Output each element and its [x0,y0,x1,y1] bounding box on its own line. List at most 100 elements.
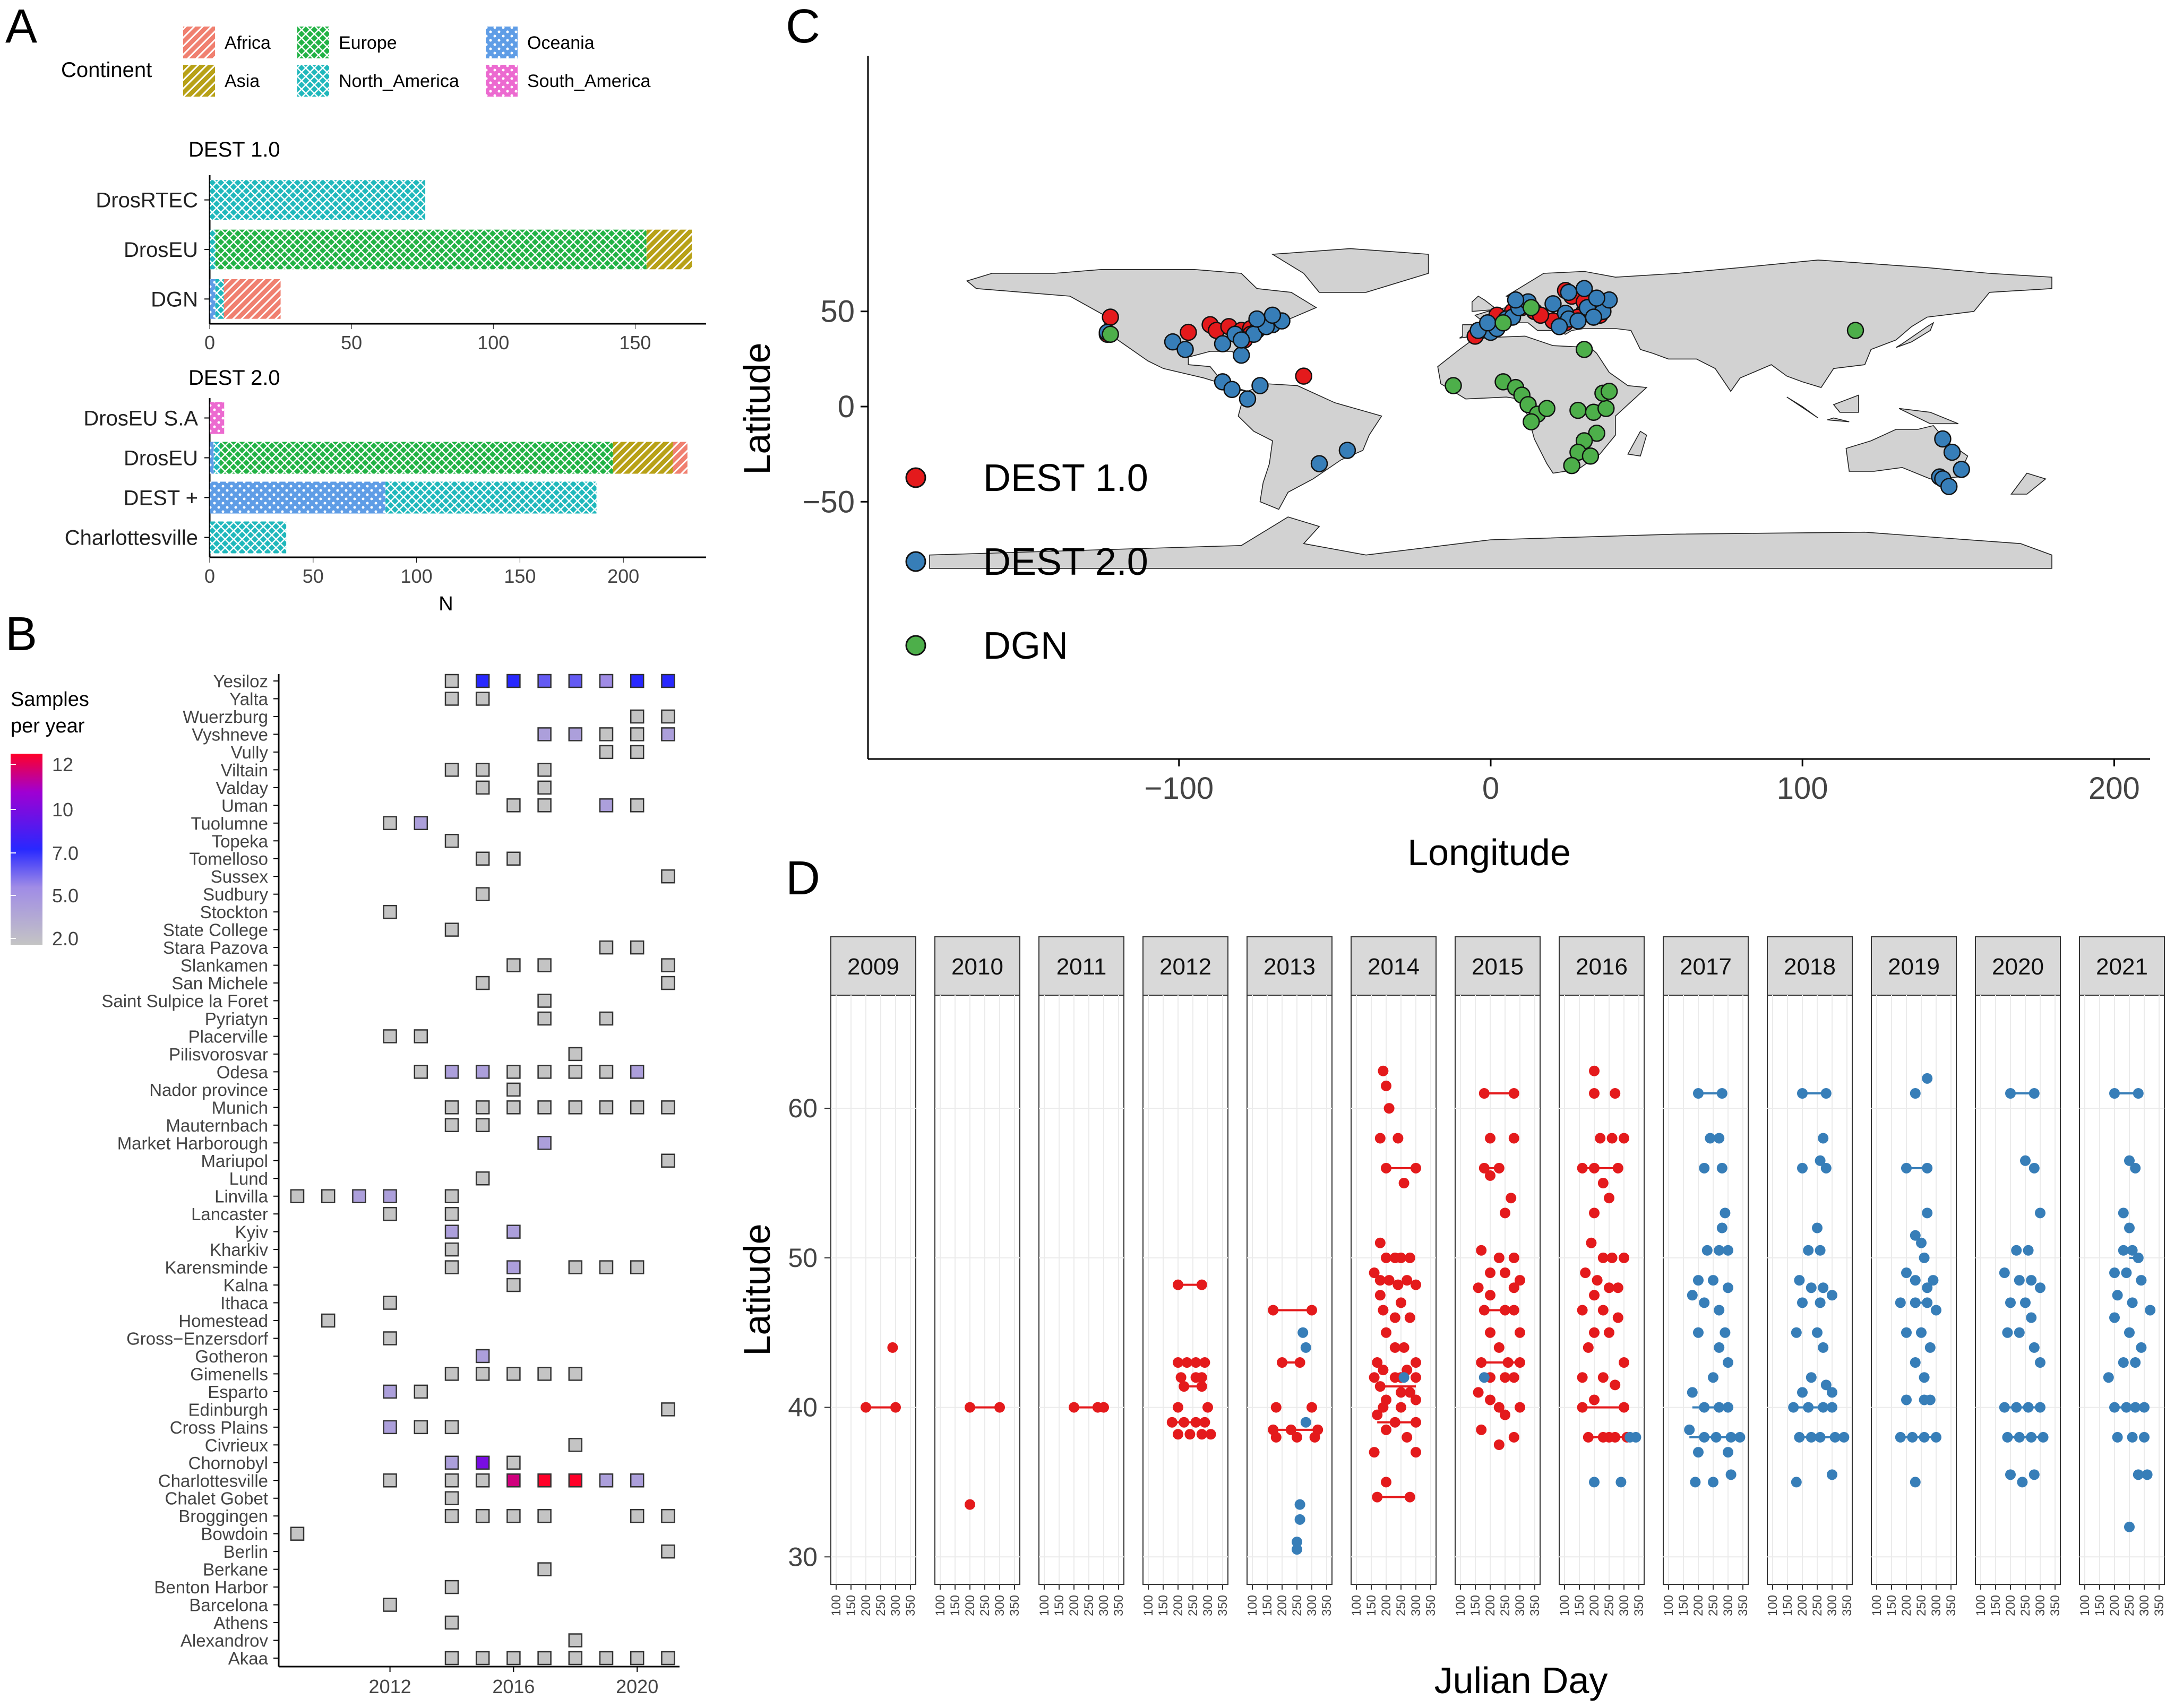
facet-point [1708,1372,1718,1383]
heat-cell [444,692,459,706]
facet-point [2112,1431,2123,1443]
heat-x-tick-label: 2012 [369,1676,411,1697]
facet-point [1493,1252,1505,1263]
facet-point [965,1499,975,1510]
map-point-dest-2-0 [1940,478,1958,495]
facet-x-tick-label: 150 [1781,1595,1795,1616]
facet-point [1794,1275,1805,1286]
heat-row-label: Benton Harbor [154,1577,268,1597]
facet-x-tick-label: 350 [1736,1595,1750,1616]
facet-point [1396,1297,1406,1308]
facet-x-tick-label: 350 [1320,1595,1334,1616]
facet-point [1716,1162,1727,1174]
facet-point [1797,1162,1808,1174]
facet-point [2121,1402,2132,1413]
facet-x-tick-label: 350 [2152,1595,2166,1616]
facet-point [1500,1305,1510,1316]
heat-cell [537,1367,552,1381]
facet-point [2035,1207,2045,1219]
heat-cell [537,780,552,795]
facet-point [1829,1431,1841,1443]
heat-cell [537,1651,552,1666]
facet-point [1411,1162,1421,1174]
facet-plot-area [2079,995,2165,1585]
facet-point [2130,1402,2141,1413]
facet-x-tick-label: 350 [1840,1595,1854,1616]
panel-c: −100 0 100 200 −50 0 50 DEST 1.0 DEST 2.0 DGN Lon… [736,56,2150,873]
facet-point [1508,1088,1519,1099]
heat-row-label: Viltain [221,760,268,780]
facet-point [2112,1290,2123,1301]
facet-y-tick-label: 60 [788,1093,818,1123]
heat-cell [630,709,644,724]
facet-point [2109,1267,2120,1279]
facet-y-tick-label: 30 [788,1542,818,1572]
facet-point [1714,1402,1725,1413]
facet-point [2011,1402,2022,1413]
heat-cell [599,1065,614,1079]
heat-cell [444,1615,459,1630]
facet-point-alt [1297,1327,1309,1338]
facet-point [1166,1417,1177,1428]
heat-cell [630,727,644,741]
facet-point [1292,1431,1302,1443]
heat-cell [475,1651,490,1666]
heat-cell [630,1260,644,1274]
heat-cell [599,1260,614,1274]
facet-point [2014,1327,2025,1338]
facet-point [1699,1162,1710,1174]
facet-point [1723,1402,1733,1413]
facet-point [1196,1372,1207,1383]
heat-cell [506,1082,521,1097]
legend-label-africa: Africa [225,33,271,53]
facet-point [1803,1245,1814,1256]
heat-row-label: Kyiv [235,1222,269,1242]
map-point-dest-2-0 [1232,346,1250,364]
map-point-dest-2-0 [1239,390,1257,408]
facet-point [2142,1469,2153,1480]
facet-point-alt [1294,1514,1305,1525]
facet-plot-area [1559,995,1645,1585]
facet-x-tick-label: 250 [1082,1595,1096,1616]
heat-row-label: Athens [213,1613,268,1633]
facet-point [1693,1447,1704,1458]
facet-point [1838,1431,1850,1443]
facet-plot-area [1142,995,1228,1585]
facet-x-tick-label: 300 [993,1595,1007,1616]
facet-strip-label: 2010 [951,954,1003,980]
heat-cell [383,1598,397,1612]
heat-cell [475,1171,490,1186]
heat-cell [444,1455,459,1470]
heat-row-label: Akaa [228,1649,269,1668]
facet-point [1910,1477,1921,1488]
facet-x-tick-label: 100 [1766,1595,1780,1616]
bar-category-droseu: DrosEU [124,238,198,262]
heat-cell [599,1651,614,1666]
facet-point [1508,1133,1519,1144]
facet-point [1173,1279,1183,1290]
facet-point [2124,1155,2135,1166]
heat-row-label: Stara Pazova [163,938,269,957]
facet-x-tick-label: 300 [1825,1595,1840,1616]
facet-point [1916,1327,1927,1338]
bar-x-tick-label: 100 [401,565,433,587]
map-point-dgn [1597,400,1615,417]
heat-x-tick-label: 2016 [492,1676,535,1697]
facet-x-tick-label: 100 [1141,1595,1156,1616]
facet-point [1411,1447,1421,1458]
facet-strip-label: 2015 [1472,954,1524,980]
facet-point [1479,1305,1490,1316]
map-point-dest-2-0 [1264,306,1282,324]
map-point-dest-2-0 [1223,381,1241,398]
bar-x-tick-label: 150 [504,565,536,587]
heat-row-label: Kharkiv [210,1240,269,1260]
facet-plot-area [1871,995,1957,1585]
facet-point [1619,1402,1629,1413]
heat-row-label: Lund [229,1169,268,1188]
facet-point [1919,1252,1930,1263]
heat-cell [661,674,675,688]
bar-x-axis-title: N [439,593,453,615]
facet-plot-area [934,995,1020,1585]
heat-row-label: Broggingen [178,1506,268,1526]
